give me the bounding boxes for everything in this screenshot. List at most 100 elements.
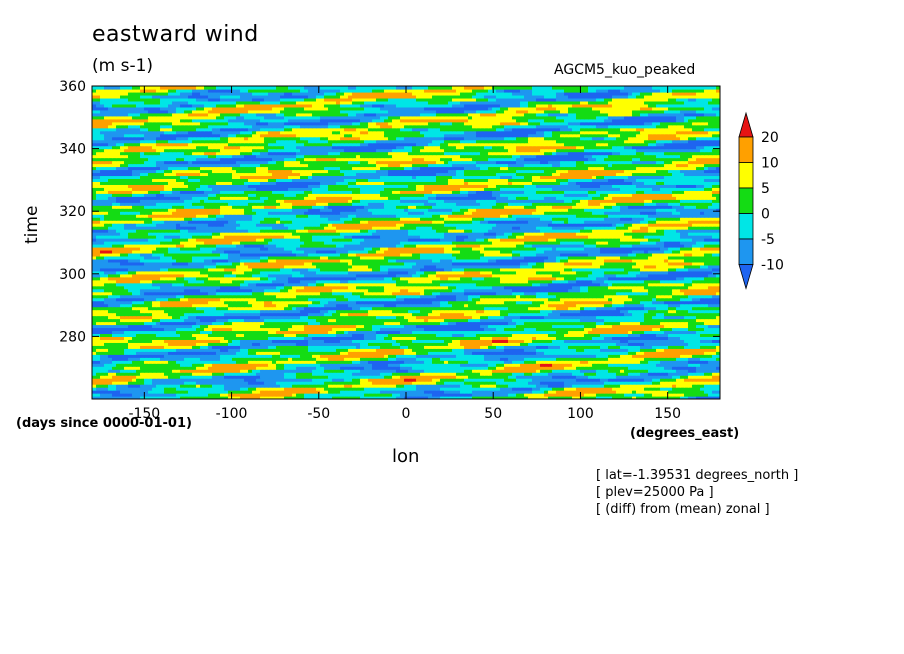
heatmap-cell: [680, 390, 685, 394]
heatmap-cell: [220, 321, 225, 326]
heatmap-cell: [608, 396, 613, 399]
heatmap-cell: [580, 303, 585, 308]
heatmap-cell: [348, 390, 353, 394]
heatmap-cell: [712, 315, 717, 320]
heatmap-cell: [364, 336, 369, 340]
heatmap-cell: [544, 363, 549, 367]
heatmap-cell: [212, 306, 217, 311]
heatmap-cell: [224, 324, 229, 329]
heatmap-cell: [428, 366, 433, 370]
heatmap-cell: [664, 306, 669, 311]
heatmap-cell: [672, 369, 677, 373]
heatmap-cell: [168, 357, 173, 361]
heatmap-cell: [684, 336, 689, 340]
heatmap-cell: [568, 309, 573, 314]
heatmap-cell: [396, 324, 401, 329]
heatmap-cell: [212, 348, 217, 352]
heatmap-cell: [472, 342, 477, 346]
heatmap-cell: [468, 321, 473, 326]
heatmap-cell: [492, 375, 497, 379]
heatmap-cell: [208, 390, 213, 394]
heatmap-cell: [228, 312, 233, 317]
heatmap-cell: [576, 360, 581, 364]
heatmap-cell: [404, 366, 409, 370]
heatmap-cell: [196, 315, 201, 320]
heatmap-cell: [296, 363, 301, 367]
heatmap-cell: [224, 372, 229, 376]
heatmap-cell: [244, 312, 249, 317]
heatmap-cell: [484, 318, 489, 323]
heatmap-cell: [460, 345, 465, 349]
heatmap-cell: [632, 360, 637, 364]
heatmap-cell: [228, 357, 233, 361]
heatmap-cell: [528, 360, 533, 364]
heatmap-cell: [548, 384, 553, 388]
heatmap-cell: [132, 330, 137, 335]
heatmap-cell: [260, 336, 265, 340]
heatmap-cell: [668, 378, 673, 382]
heatmap-cell: [508, 336, 513, 340]
heatmap-cell: [472, 366, 477, 370]
heatmap-cell: [188, 363, 193, 367]
heatmap-cell: [544, 321, 549, 326]
heatmap-cell: [420, 390, 425, 394]
heatmap-cell: [684, 318, 689, 323]
heatmap-cell: [436, 309, 441, 314]
heatmap-cell: [488, 351, 493, 355]
heatmap-cell: [404, 342, 409, 346]
heatmap-cell: [264, 342, 269, 346]
heatmap-cell: [200, 336, 205, 340]
heatmap-cell: [524, 369, 529, 373]
heatmap-cell: [620, 396, 625, 399]
heatmap-cell: [308, 318, 313, 323]
heatmap-cell: [432, 342, 437, 346]
heatmap-cell: [456, 318, 461, 323]
heatmap-cell: [640, 315, 645, 320]
heatmap-cell: [408, 333, 413, 337]
heatmap-cell: [668, 375, 673, 379]
heatmap-cell: [704, 369, 709, 373]
heatmap-cell: [616, 318, 621, 323]
heatmap-cell: [500, 375, 505, 379]
heatmap-cell: [140, 387, 145, 391]
heatmap-cell: [672, 357, 677, 361]
heatmap-cell: [204, 375, 209, 379]
heatmap-cell: [364, 360, 369, 364]
heatmap-cell: [348, 324, 353, 329]
heatmap-cell: [376, 339, 381, 343]
heatmap-cell: [192, 369, 197, 373]
heatmap-cell: [508, 393, 513, 397]
heatmap-cell: [132, 348, 137, 352]
heatmap-cell: [312, 366, 317, 370]
heatmap-cell: [268, 369, 273, 373]
heatmap-cell: [112, 375, 117, 379]
heatmap-cell: [356, 306, 361, 311]
heatmap-cell: [228, 339, 233, 343]
heatmap-cell: [584, 387, 589, 391]
heatmap-cell: [420, 369, 425, 373]
heatmap-cell: [488, 393, 493, 397]
heatmap-cell: [360, 306, 365, 311]
heatmap-cell: [352, 339, 357, 343]
heatmap-cell: [168, 360, 173, 364]
heatmap-cell: [272, 354, 277, 358]
heatmap-cell: [576, 351, 581, 355]
heatmap-cell: [536, 336, 541, 340]
heatmap-cell: [124, 393, 129, 397]
heatmap-cell: [452, 312, 457, 317]
heatmap-cell: [680, 312, 685, 317]
heatmap-cell: [208, 309, 213, 314]
heatmap-cell: [408, 339, 413, 343]
heatmap-cell: [132, 321, 137, 326]
heatmap-cell: [688, 396, 693, 399]
heatmap-cell: [260, 345, 265, 349]
heatmap-cell: [452, 303, 457, 308]
heatmap-cell: [172, 306, 177, 311]
heatmap-cell: [436, 363, 441, 367]
heatmap-cell: [164, 324, 169, 329]
heatmap-cell: [528, 336, 533, 340]
heatmap-cell: [164, 375, 169, 379]
heatmap-cell: [620, 354, 625, 358]
heatmap-cell: [592, 303, 597, 308]
heatmap-cell: [604, 327, 609, 332]
